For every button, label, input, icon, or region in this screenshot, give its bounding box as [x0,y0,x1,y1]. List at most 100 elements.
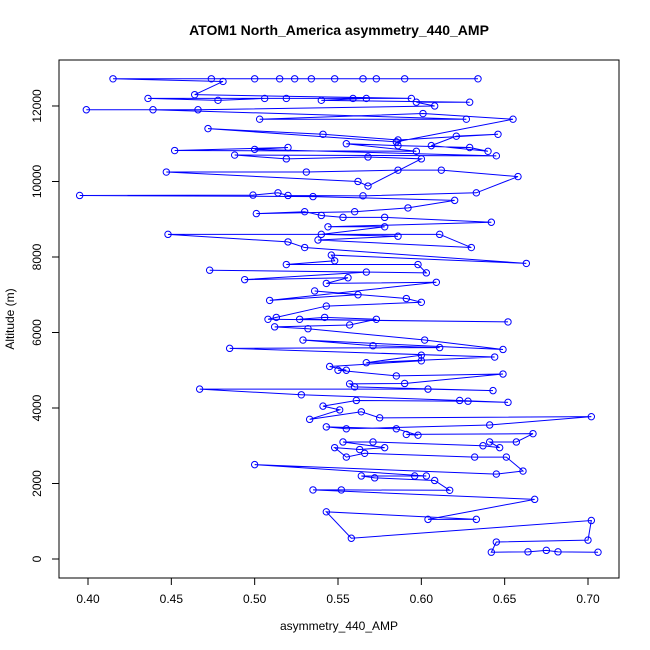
data-point [419,109,427,118]
data-point [362,94,371,103]
data-point [410,472,419,480]
data-point [322,508,331,516]
data-point [465,143,474,152]
data-point [330,257,339,265]
data-point [364,153,372,161]
data-point [380,223,389,231]
data-point [407,94,416,103]
data-point [380,443,389,452]
data-point [414,431,422,439]
data-point [430,476,439,485]
x-axis-label: asymmetry_440_AMP [280,619,398,633]
data-point [404,204,412,212]
data-point [412,98,421,106]
data-point [587,516,596,525]
data-point [350,207,359,216]
data-point [430,102,439,110]
data-point [357,408,366,416]
data-point [355,445,364,454]
x-tick-label: 0.50 [243,592,267,606]
data-point [225,344,234,353]
data-point [370,474,379,482]
data-point [295,315,304,323]
data-point [275,75,284,83]
data-point [524,548,532,556]
data-point [299,336,307,344]
data-point [587,412,596,421]
data-point [435,230,444,239]
data-point [485,438,494,446]
data-point [380,213,389,222]
data-point [342,425,351,433]
data-point [554,548,562,556]
x-tick-label: 0.60 [410,592,434,606]
data-point [309,486,317,494]
data-point [400,75,409,83]
data-point [467,243,476,252]
data-point [455,396,464,405]
data-point [402,294,411,303]
data-point [394,136,402,144]
data-point [452,132,461,140]
data-point [509,115,517,123]
data-point [472,515,481,524]
data-point [427,141,436,150]
data-point [342,140,351,148]
data-point [354,177,362,186]
data-point [300,243,309,252]
y-tick-label: 12000 [30,89,44,123]
data-point [522,259,531,268]
data-point [322,279,331,288]
x-tick-label: 0.55 [326,592,350,606]
y-axis-label: Altitude (m) [3,288,17,349]
data-point [417,357,426,365]
data-point [487,218,496,226]
data-point [519,467,527,475]
data-point [219,77,227,86]
data-point [309,192,317,201]
data-point [445,486,454,495]
data-point [424,385,432,393]
data-point [322,423,331,431]
data-point [349,94,357,103]
data-point [499,345,507,354]
data-point [474,75,482,83]
data-point [400,379,409,388]
data-point [465,98,474,106]
data-point [464,397,472,405]
data-point [394,141,402,150]
y-tick-label: 2000 [30,470,44,497]
data-point [339,438,347,446]
data-point [284,143,292,152]
data-point [250,460,259,469]
data-point [250,145,259,154]
data-point [327,251,336,259]
data-point [75,191,84,200]
data-point [392,138,401,146]
data-point [542,546,551,555]
data-point [492,152,501,160]
data-point [322,302,331,310]
x-tick-label: 0.40 [76,592,100,606]
data-point [339,213,347,222]
data-point [255,115,264,123]
data-point [372,75,381,83]
data-point [194,106,202,114]
data-point [250,75,259,83]
data-point [302,168,311,176]
data-point [492,538,501,546]
data-point [392,372,401,380]
data-point [417,351,426,359]
data-point [494,130,502,138]
data-point [317,96,326,105]
data-point [344,274,352,282]
data-point [394,232,402,240]
data-point [205,266,214,274]
x-tick-label: 0.45 [160,592,184,606]
data-point [270,323,279,331]
data-point [369,438,377,446]
data-point [207,75,216,83]
data-point [504,398,512,407]
data-point [479,442,487,450]
